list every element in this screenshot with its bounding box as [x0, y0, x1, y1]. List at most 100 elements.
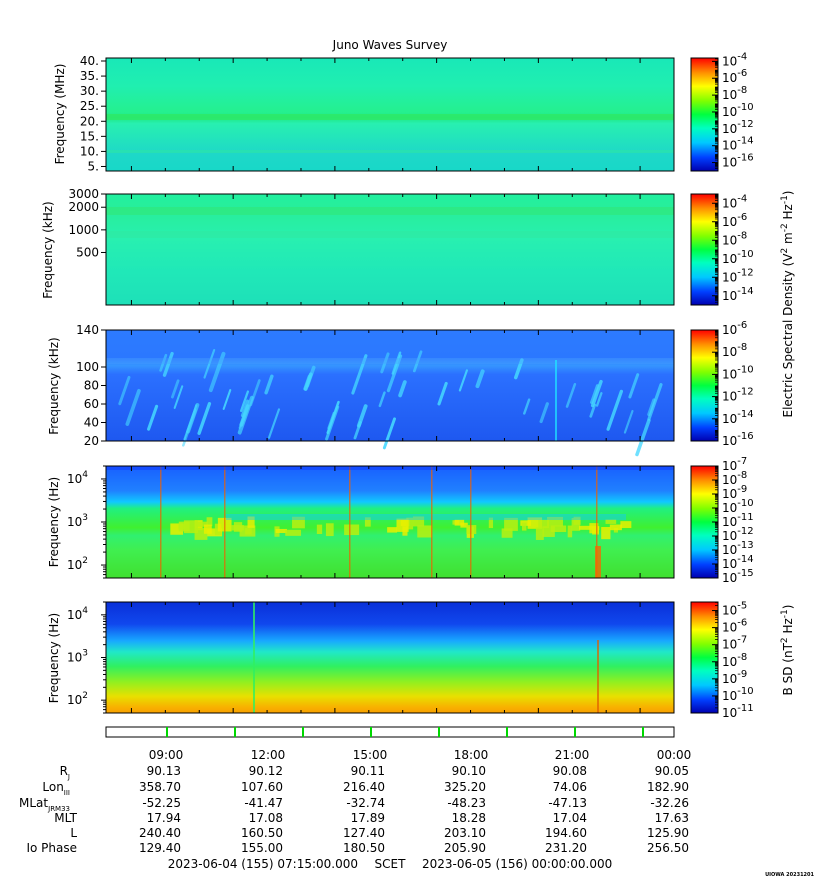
- ephemeris-value: 127.40: [343, 826, 385, 840]
- panel-4-electric-lf-spectrogram: Frequency (Hz) 104 103 102: [47, 465, 675, 579]
- time-label: 12:00: [251, 748, 286, 762]
- time-label: 18:00: [454, 748, 489, 762]
- ephemeris-row-label: L: [70, 826, 77, 840]
- colorbar-tick-label: 10-7: [722, 635, 747, 652]
- panel-5-ytick-label: 104: [67, 606, 88, 622]
- colorbar-tick-label: 10-14: [722, 554, 754, 571]
- panel-1-ytick-label: 20.: [80, 114, 99, 128]
- panel-1-hf-spectrogram: Frequency (MHz) 40.35.30.25.20.15.10.5.: [53, 54, 675, 173]
- colorbar-tick-label: 10-8: [722, 652, 747, 669]
- colorbar-tick-label: 10-9: [722, 669, 747, 686]
- panel-1-ylabel: Frequency (MHz): [53, 64, 67, 165]
- colorbar-panel-3: [690, 329, 719, 442]
- ephemeris-table: 09:00 12:00 15:00 18:00 21:00 00:00 RJ 90.13 90.…: [19, 748, 691, 855]
- ephemeris-value: 182.90: [647, 780, 689, 794]
- ephemeris-value: 155.00: [241, 841, 283, 855]
- ephemeris-value: 90.12: [249, 764, 283, 778]
- ephemeris-row-label: MLT: [54, 811, 77, 825]
- colorbar-tick-label: 10-5: [722, 601, 747, 618]
- ephemeris-value: 325.20: [444, 780, 486, 794]
- colorbar-tick-label: 10-4: [722, 51, 747, 68]
- panel-2-ytick-label: 3000: [68, 187, 99, 201]
- panel-4-ytick-labels: 104 103 102: [67, 465, 106, 579]
- panel-3-emission-streaks: [106, 348, 674, 457]
- colorbar-panel-2: [690, 193, 719, 306]
- colorbar-tick-label: 10-14: [722, 136, 754, 153]
- colorbar-tick-label: 10-14: [722, 409, 754, 426]
- panel-3-ytick-label: 80: [84, 379, 99, 393]
- panel-3-ytick-label: 40: [84, 416, 99, 430]
- panel-3-ytick-label: 20: [84, 434, 99, 448]
- colorbar-tick-label: 10-13: [722, 540, 754, 557]
- time-label: 00:00: [657, 748, 692, 762]
- colorbar-tick-label: 10-10: [722, 498, 754, 515]
- colorbar-tick-label: 10-6: [722, 68, 747, 85]
- panel-4-ylabel: Frequency (Hz): [47, 477, 61, 568]
- ephemeris-value: 231.20: [545, 841, 587, 855]
- ephemeris-value: 358.70: [139, 780, 181, 794]
- colorbar-tick-label: 10-12: [722, 526, 754, 543]
- panel-5-ytick-labels: 104 103 102: [67, 601, 106, 714]
- colorbar-panel-5: [690, 601, 719, 714]
- ephemeris-value: 17.94: [147, 811, 181, 825]
- electric-colorbar-label: Electric Spectral Density (V2 m-2 Hz-1): [780, 190, 795, 417]
- colorbar-tick-label: 10-4: [722, 193, 747, 210]
- ephemeris-value: 18.28: [452, 811, 486, 825]
- colorbar-tick-label: 10-9: [722, 484, 747, 501]
- panel-3-ytick-label: 140: [76, 323, 99, 337]
- footer-scet: SCET: [375, 857, 407, 871]
- panel-2-ylabel: Frequency (kHz): [41, 201, 55, 298]
- ephemeris-value: 216.40: [343, 780, 385, 794]
- colorbar-tick-label: 10-15: [722, 568, 754, 585]
- ephemeris-row-label: RJ: [60, 764, 70, 781]
- panel-1-ytick-label: 40.: [80, 54, 99, 68]
- chart-title: Juno Waves Survey: [332, 38, 448, 52]
- colorbar-tick-label: 10-14: [722, 286, 754, 303]
- panel-1-ytick-label: 25.: [80, 99, 99, 113]
- ephemeris-value: 17.04: [553, 811, 587, 825]
- ephemeris-value: -47.13: [548, 796, 587, 810]
- panel-4-ytick-label: 102: [67, 556, 88, 572]
- colorbar-tick-label: 10-8: [722, 85, 747, 102]
- ephemeris-row-label: Io Phase: [26, 841, 77, 855]
- colorbar-tick-label: 10-16: [722, 153, 754, 170]
- colorbar-tick-label: 10-10: [722, 102, 754, 119]
- panel-1-ytick-label: 10.: [80, 144, 99, 158]
- footer-end-time: 2023-06-05 (156) 00:00:00.000: [422, 857, 612, 871]
- ephemeris-value: 256.50: [647, 841, 689, 855]
- ephemeris-value: -32.26: [650, 796, 689, 810]
- ephemeris-value: 205.90: [444, 841, 486, 855]
- panel-3-ytick-labels: 140 100 80 60 40 20: [76, 323, 106, 448]
- time-label: 15:00: [353, 748, 388, 762]
- ephemeris-value: 90.11: [351, 764, 385, 778]
- footer-start-time: 2023-06-04 (155) 07:15:00.000: [168, 857, 358, 871]
- ephemeris-value: 17.63: [655, 811, 689, 825]
- panel-5-ytick-label: 102: [67, 691, 88, 707]
- ephemeris-value: 90.13: [147, 764, 181, 778]
- colorbar-tick-label: 10-10: [722, 249, 754, 266]
- panel-3-ytick-label: 100: [76, 360, 99, 374]
- data-quality-strip: [105, 726, 675, 738]
- ephemeris-row-label: MLatJRM33: [19, 796, 70, 813]
- ephemeris-value: 17.08: [249, 811, 283, 825]
- panel-3-ytick-label: 60: [84, 397, 99, 411]
- colorbar-tick-label: 10-12: [722, 119, 754, 136]
- ephemeris-row-label: LonIII: [42, 780, 70, 797]
- ephemeris-value: -41.47: [244, 796, 283, 810]
- ephemeris-value: -32.74: [346, 796, 385, 810]
- colorbar-tick-label: 10-8: [722, 342, 747, 359]
- ephemeris-value: 129.40: [139, 841, 181, 855]
- panel-4-ytick-label: 103: [67, 513, 88, 529]
- panel-4-emission-features: [106, 466, 674, 578]
- ephemeris-value: 180.50: [343, 841, 385, 855]
- panel-1-ytick-label: 5.: [88, 159, 99, 173]
- panel-x-ticks: [130, 58, 675, 713]
- colorbar-tick-label: 10-8: [722, 230, 747, 247]
- ephemeris-value: 194.60: [545, 826, 587, 840]
- colorbar-tick-label: 10-10: [722, 364, 754, 381]
- colorbar-tick-label: 10-6: [722, 320, 747, 337]
- ephemeris-value: -48.23: [447, 796, 486, 810]
